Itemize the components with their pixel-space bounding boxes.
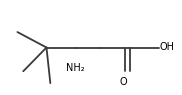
Text: NH₂: NH₂ (66, 63, 85, 73)
Text: O: O (119, 77, 127, 87)
Text: OH: OH (160, 42, 175, 53)
